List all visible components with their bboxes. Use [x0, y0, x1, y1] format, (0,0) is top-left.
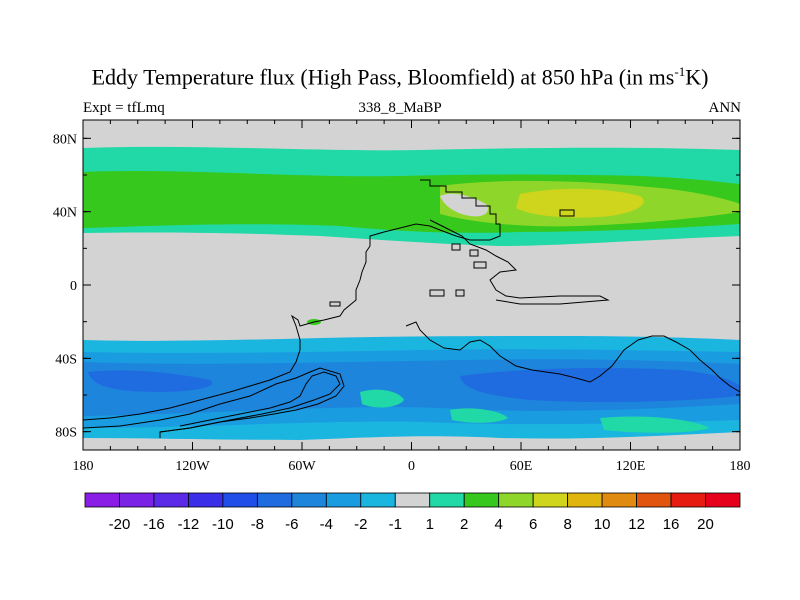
colorbar-label: 12 — [628, 516, 645, 533]
colorbar-label: -10 — [212, 516, 234, 533]
colorbar-swatch — [188, 492, 224, 508]
coastline-islands — [329, 209, 575, 307]
colorbar-label: -16 — [143, 516, 165, 533]
coastline-south-loop — [159, 371, 341, 433]
season-label: ANN — [708, 100, 742, 116]
sh-light-patch-3 — [600, 416, 710, 433]
y-tick-label: 40S — [55, 352, 77, 367]
colorbar-label: 10 — [594, 516, 611, 533]
x-tick-label: 180 — [730, 459, 751, 474]
colorbar-swatch — [429, 492, 465, 508]
x-tick-label: 180 — [73, 459, 94, 474]
x-tick-label: 60E — [510, 459, 533, 474]
colorbar-label: 6 — [529, 516, 537, 533]
colorbar-swatch — [601, 492, 637, 508]
coastline-east-inner — [429, 219, 610, 305]
colorbar-swatch — [636, 492, 672, 508]
y-tick-label: 80S — [55, 426, 77, 441]
colorbar-label: 20 — [697, 516, 714, 533]
colorbar-label: 8 — [563, 516, 571, 533]
colorbar-swatch — [360, 492, 396, 508]
colorbar-swatch — [394, 492, 431, 508]
x-axis: 180 120W 60W 0 60E 120E 180 — [73, 120, 751, 474]
experiment-label: Expt = tfLmq — [83, 100, 165, 116]
center-subtitle: 338_8_MaBP — [358, 100, 442, 116]
colorbar-label: 4 — [495, 516, 503, 533]
coastline-southwest — [83, 367, 345, 438]
colorbar-swatch — [153, 492, 189, 508]
colorbar-label: -20 — [109, 516, 131, 533]
colorbar: -20 -16 -12 -10 -8 -6 -4 -2 -1 1 2 4 6 8 10 12 16 20 — [84, 492, 741, 533]
colorbar-label: -1 — [389, 516, 402, 533]
colorbar-swatch — [291, 492, 327, 508]
coastline-east-continent — [405, 321, 740, 393]
sh-light-patch-1 — [360, 389, 404, 408]
colorbar-swatch — [256, 492, 293, 508]
colorbar-label: 2 — [460, 516, 468, 533]
colorbar-swatch — [670, 492, 706, 508]
colorbar-swatch — [705, 492, 741, 508]
colorbar-swatch — [567, 492, 603, 508]
colorbar-swatch — [84, 492, 120, 508]
colorbar-label: -2 — [354, 516, 367, 533]
nh-band-6to8 — [516, 188, 644, 218]
colorbar-swatch — [498, 492, 534, 508]
x-tick-label: 120E — [616, 459, 646, 474]
y-tick-label: 0 — [70, 279, 77, 294]
x-tick-label: 60W — [288, 459, 316, 474]
y-axis: 80N 40N 0 40S 80S — [53, 132, 740, 441]
colorbar-label: 1 — [426, 516, 434, 533]
y-tick-label: 80N — [53, 132, 77, 147]
y-tick-label: 40N — [53, 206, 77, 221]
x-tick-label: 0 — [408, 459, 415, 474]
x-tick-label: 120W — [175, 459, 210, 474]
colorbar-label: -4 — [320, 516, 333, 533]
colorbar-swatch — [119, 492, 155, 508]
colorbar-label: -12 — [178, 516, 200, 533]
colorbar-swatch — [532, 492, 569, 508]
colorbar-label: -8 — [251, 516, 264, 533]
colorbar-swatch — [222, 492, 258, 508]
sh-band-minus6a — [88, 370, 213, 392]
sh-light-patch-2 — [450, 408, 508, 423]
coastline-west-continent — [83, 179, 501, 421]
colorbar-label: -6 — [285, 516, 298, 533]
coastlines — [83, 179, 740, 438]
colorbar-swatch — [463, 492, 500, 508]
sh-band-minus6b — [460, 368, 740, 403]
chart-title: Eddy Temperature flux (High Pass, Bloomf… — [91, 64, 709, 90]
map-field — [83, 120, 740, 450]
colorbar-swatch — [325, 492, 362, 508]
colorbar-label: 16 — [663, 516, 680, 533]
